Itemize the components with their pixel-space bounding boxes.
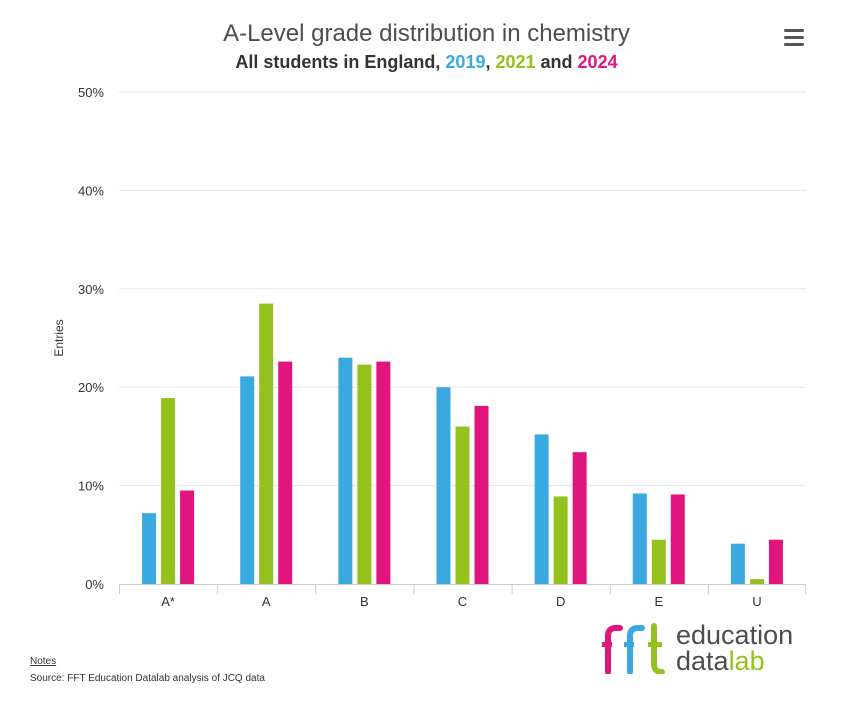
x-tick-label: D xyxy=(556,594,565,609)
bar-2021-D[interactable] xyxy=(553,496,568,584)
subtitle-sep-1: , xyxy=(485,52,496,72)
bar-2019-B[interactable] xyxy=(338,357,353,584)
logo-text-data: data xyxy=(676,646,729,676)
x-tick-label: A* xyxy=(161,594,175,609)
x-tick-label: A xyxy=(262,594,271,609)
bar-2024-E[interactable] xyxy=(670,494,685,584)
logo-text-education: education xyxy=(676,620,794,650)
bar-2019-U[interactable] xyxy=(730,543,745,584)
bar-2021-A*[interactable] xyxy=(161,398,176,584)
bar-chart: 0% 10% 20% 30% 40% 50% A* A B C D E U Entries xyxy=(52,85,806,609)
x-tick-label: E xyxy=(654,594,663,609)
x-tick-label: C xyxy=(458,594,467,609)
fft-logo-icon xyxy=(602,623,665,674)
bar-2021-B[interactable] xyxy=(357,364,372,584)
y-tick-label: 0% xyxy=(85,577,104,592)
bar-2021-E[interactable] xyxy=(651,539,666,584)
x-tick-label: U xyxy=(752,594,761,609)
bar-2019-E[interactable] xyxy=(632,493,647,584)
logo-text-lab: lab xyxy=(728,646,765,676)
y-tick-label: 20% xyxy=(78,380,104,395)
logo-text-datalab: datalab xyxy=(676,646,765,677)
bars xyxy=(142,303,783,584)
y-tick-label: 50% xyxy=(78,85,104,100)
subtitle-series-2024: 2024 xyxy=(577,52,618,72)
subtitle-series-2021: 2021 xyxy=(495,52,536,72)
y-tick-label: 30% xyxy=(78,282,104,297)
y-tick-label: 40% xyxy=(78,183,104,198)
source-text: Source: FFT Education Datalab analysis o… xyxy=(30,673,265,684)
y-tick-label: 10% xyxy=(78,479,104,494)
bar-2021-A[interactable] xyxy=(259,303,274,584)
x-tick-label: B xyxy=(360,594,369,609)
bar-2024-A*[interactable] xyxy=(180,490,195,584)
chart-title: A-Level grade distribution in chemistry xyxy=(223,20,630,47)
notes-link[interactable]: Notes xyxy=(30,656,57,667)
subtitle-sep-2: and xyxy=(535,52,578,72)
subtitle-series-2019: 2019 xyxy=(445,52,486,72)
bar-2019-C[interactable] xyxy=(436,387,451,584)
bar-2019-D[interactable] xyxy=(534,434,549,584)
bar-2024-U[interactable] xyxy=(768,539,783,584)
bar-2021-U[interactable] xyxy=(749,579,764,584)
y-axis-label: Entries xyxy=(52,319,66,356)
bar-2024-D[interactable] xyxy=(572,452,587,584)
x-axis: A* A B C D E U xyxy=(119,584,806,609)
y-axis-ticks: 0% 10% 20% 30% 40% 50% xyxy=(78,85,104,592)
bar-2024-C[interactable] xyxy=(474,405,489,584)
chart-subtitle: All students in England, 2019, 2021 and … xyxy=(0,52,853,73)
subtitle-prefix: All students in England, xyxy=(235,52,446,72)
bar-2024-B[interactable] xyxy=(376,361,391,584)
hamburger-menu-icon[interactable] xyxy=(780,24,808,50)
bar-2019-A[interactable] xyxy=(240,376,255,584)
bar-2024-A[interactable] xyxy=(278,361,293,584)
bar-2021-C[interactable] xyxy=(455,426,470,584)
bar-2019-A*[interactable] xyxy=(142,513,157,584)
